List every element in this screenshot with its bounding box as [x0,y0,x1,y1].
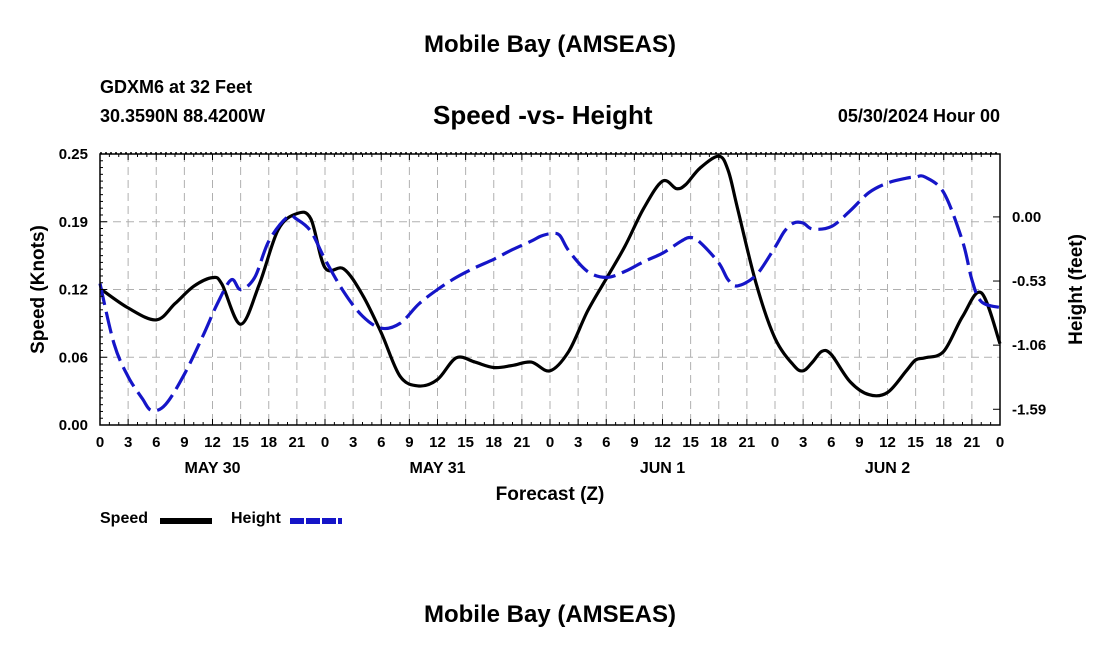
x-tick-label: 21 [739,434,756,451]
x-tick-label: 6 [377,434,385,451]
y-right-tick-label: -1.59 [1012,401,1046,418]
y-left-tick-label: 0.19 [59,214,88,231]
x-tick-label: 21 [514,434,531,451]
x-tick-label: 21 [964,434,981,451]
axis-labels: 0 3 6 9 12 15 18 21 0 3 6 9 12 15 18 21 0 3 6 9 12 15 18 21 0 3 6 9… [28,146,1087,505]
x-tick-label: 15 [457,434,474,451]
x-tick-label: 3 [349,434,357,451]
plot-title: Speed -vs- Height [433,100,653,130]
x-tick-label: 21 [289,434,306,451]
x-tick-label: 6 [827,434,835,451]
page-title: Mobile Bay (AMSEAS) [423,31,677,58]
legend-height-label: Height [231,510,281,527]
day-label: JUN 2 [865,460,910,477]
x-tick-label: 0 [321,434,329,451]
x-tick-label: 0 [996,434,1004,451]
x-tick-label: 0 [96,434,104,451]
x-tick-label: 3 [124,434,132,451]
series-line-height [98,174,1001,413]
x-tick-label: 9 [630,434,638,451]
y-left-tick-label: 0.00 [59,417,88,434]
legend-speed-swatch [160,518,212,524]
x-tick-label: 0 [546,434,554,451]
x-tick-label: 3 [799,434,807,451]
x-tick-label: 15 [907,434,924,451]
y-axis-title-right: Height (feet) [1066,234,1087,345]
y-right-tick-label: -1.06 [1012,337,1046,354]
day-label: MAY 30 [184,460,240,477]
x-tick-label: 18 [710,434,727,451]
axis-ticks [99,153,1001,426]
legend-height-swatch [290,518,342,524]
footer-title: Mobile Bay (AMSEAS) [423,601,677,628]
y-right-tick-label: 0.00 [1012,209,1041,226]
x-tick-label: 6 [152,434,160,451]
x-tick-label: 3 [574,434,582,451]
y-left-tick-label: 0.12 [59,282,88,299]
legend-speed-label: Speed [100,510,149,527]
y-left-tick-label: 0.25 [59,146,88,163]
x-tick-label: 15 [232,434,249,451]
x-tick-label: 0 [771,434,779,451]
y-axis-title-left: Speed (Knots) [28,225,49,354]
x-tick-label: 9 [855,434,863,451]
x-axis-title: Forecast (Z) [496,484,605,505]
x-tick-label: 12 [879,434,896,451]
x-tick-label: 12 [204,434,221,451]
day-label: JUN 1 [640,460,685,477]
series-layer [98,154,1002,413]
x-tick-label: 18 [935,434,952,451]
x-tick-label: 12 [654,434,671,451]
x-tick-label: 9 [405,434,413,451]
x-tick-label: 6 [602,434,610,451]
station-coords: 30.3590N 88.4200W [100,106,266,126]
series-line-speed [99,154,1002,398]
forecast-datetime: 05/30/2024 Hour 00 [837,106,1000,126]
station-label: GDXM6 at 32 Feet [100,77,253,97]
x-tick-label: 9 [180,434,188,451]
x-tick-label: 18 [260,434,277,451]
day-label: MAY 31 [409,460,465,477]
x-tick-label: 12 [429,434,446,451]
x-tick-label: 15 [682,434,699,451]
x-tick-label: 18 [485,434,502,451]
y-left-tick-label: 0.06 [59,349,88,366]
y-right-tick-label: -0.53 [1012,273,1046,290]
